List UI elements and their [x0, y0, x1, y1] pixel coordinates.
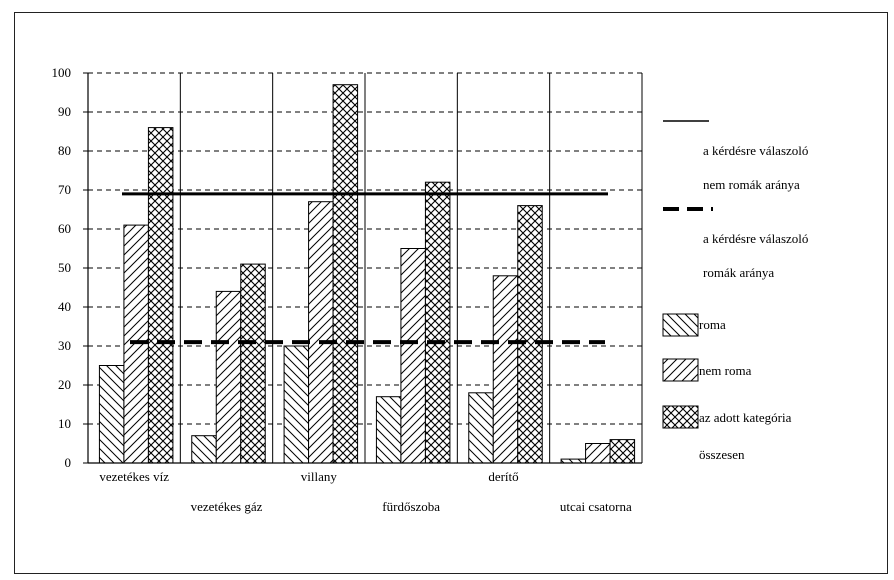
category-label: fürdőszoba	[382, 499, 440, 514]
legend-nem-roma-label: nem roma	[699, 363, 752, 378]
legend-roma-swatch	[662, 313, 699, 337]
category-labels: vezetékes víz vezetékes gáz villany fürdősz…	[99, 469, 632, 514]
legend-dashed-label-b: romák aránya	[703, 265, 774, 280]
legend-total-label-a: az adott kategória	[699, 410, 792, 425]
bar-roma-1	[98, 365, 125, 464]
bar-nem-roma-2	[215, 290, 242, 464]
axes	[83, 72, 643, 464]
bar-az-adott-kategória-összesen-6	[609, 439, 636, 464]
legend-solid-label-a: a kérdésre válaszoló	[703, 143, 808, 158]
y-tick-labels: 0 10 20 30 40 50 60 70 80 90 100	[52, 65, 72, 470]
bar-az-adott-kategória-összesen-2	[240, 263, 266, 464]
category-dividers	[179, 73, 551, 463]
y-tick-label: 60	[58, 221, 71, 236]
reference-lines	[122, 192, 608, 345]
bar-az-adott-kategória-összesen-3	[332, 84, 359, 464]
category-label: villany	[301, 469, 338, 484]
bar-roma-3	[283, 345, 310, 464]
legend: a kérdésre válaszoló nem romák aránya a …	[662, 120, 808, 462]
y-tick-label: 100	[52, 65, 72, 80]
y-tick-label: 90	[58, 104, 71, 119]
legend-roma-label: roma	[699, 317, 726, 332]
bar-az-adott-kategória-összesen-4	[424, 181, 451, 464]
legend-nem-roma-swatch	[662, 358, 699, 382]
bar-az-adott-kategória-összesen-1	[147, 127, 174, 464]
bar-nem-roma-4	[400, 248, 426, 464]
bar-roma-2	[191, 435, 217, 464]
y-tick-label: 70	[58, 182, 71, 197]
category-label: derítő	[488, 469, 518, 484]
category-label: vezetékes víz	[99, 469, 169, 484]
category-label: vezetékes gáz	[191, 499, 263, 514]
bars	[98, 84, 636, 464]
y-tick-label: 30	[58, 338, 71, 353]
bar-nem-roma-3	[308, 201, 334, 464]
bar-roma-5	[468, 392, 494, 464]
y-tick-label: 10	[58, 416, 71, 431]
bar-roma-4	[375, 396, 402, 464]
y-tick-label: 50	[58, 260, 71, 275]
legend-solid-label-b: nem romák aránya	[703, 177, 800, 192]
figure-frame: 0 10 20 30 40 50 60 70 80 90 100 vezetékes víz veze…	[14, 12, 888, 574]
bar-az-adott-kategória-összesen-5	[517, 205, 543, 464]
bar-nem-roma-6	[585, 443, 611, 464]
category-label: utcai csatorna	[560, 499, 632, 514]
legend-dashed-label-a: a kérdésre válaszoló	[703, 231, 808, 246]
y-tick-label: 80	[58, 143, 71, 158]
y-tick-label: 40	[58, 299, 71, 314]
y-tick-label: 0	[65, 455, 72, 470]
bar-nem-roma-5	[492, 275, 519, 464]
legend-total-label-b: összesen	[699, 447, 745, 462]
legend-total-swatch	[662, 405, 699, 429]
y-tick-label: 20	[58, 377, 71, 392]
